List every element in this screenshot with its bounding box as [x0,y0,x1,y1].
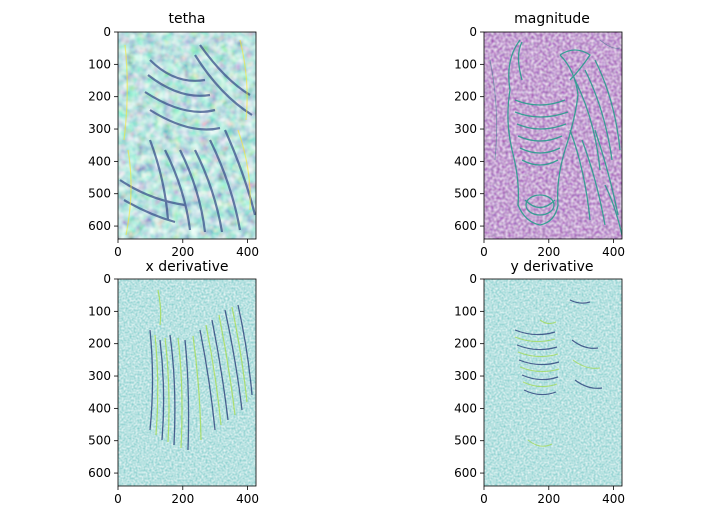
magnitude-xtick-label: 400 [602,245,625,259]
y-derivative-ytick-label: 500 [454,434,477,448]
y-derivative-ytick-label: 600 [454,466,477,480]
magnitude-ytick-label: 0 [469,25,477,39]
tetha-ytick-label: 0 [103,25,111,39]
magnitude-ytick-label: 200 [454,90,477,104]
title-y-derivative: y derivative [510,259,593,275]
tetha-ytick-label: 500 [88,187,111,201]
panel-y-derivative [483,278,623,487]
tetha-xtick-label: 200 [171,245,194,259]
image-magnitude [484,32,622,239]
tetha-ytick-label: 600 [88,219,111,233]
tetha-xtick-label: 400 [236,245,259,259]
magnitude-ytick-label: 600 [454,219,477,233]
magnitude-ytick-label: 400 [454,154,477,168]
image-y-derivative [484,279,622,486]
tetha-stripes [119,44,256,233]
magnitude-xtick-label: 0 [480,245,488,259]
magnitude-xtick-label: 200 [537,245,560,259]
x-derivative-ytick-label: 600 [88,466,111,480]
panel-x-derivative [117,278,257,487]
x-derivative-xtick-label: 0 [114,492,122,506]
x-derivative-ytick-label: 500 [88,434,111,448]
tetha-ytick-label: 200 [88,90,111,104]
panel-magnitude [483,31,623,240]
x-derivative-ytick-label: 0 [103,272,111,286]
tetha-ytick-label: 300 [88,122,111,136]
image-tetha [118,32,256,239]
magnitude-ytick-label: 300 [454,122,477,136]
tetha-ytick-label: 400 [88,154,111,168]
y-derivative-ytick-label: 400 [454,401,477,415]
tetha-xtick-label: 0 [114,245,122,259]
title-magnitude: magnitude [514,11,590,27]
magnitude-edges [507,39,622,236]
image-x-derivative [118,279,256,486]
y-derivative-xtick-label: 200 [537,492,560,506]
x-derivative-ytick-label: 300 [88,369,111,383]
tetha-ytick-label: 100 [88,57,111,71]
y-derivative-ytick-label: 300 [454,369,477,383]
y-derivative-edges-dark [514,299,603,396]
x-derivative-ytick-label: 200 [88,337,111,351]
y-derivative-xtick-label: 0 [480,492,488,506]
y-derivative-ytick-label: 100 [454,304,477,318]
magnitude-ytick-label: 100 [454,57,477,71]
x-derivative-edges-dark [149,304,253,451]
x-derivative-xtick-label: 400 [236,492,259,506]
y-derivative-ytick-label: 0 [469,272,477,286]
x-derivative-xtick-label: 200 [171,492,194,506]
title-x-derivative: x derivative [145,259,228,275]
y-derivative-ytick-label: 200 [454,337,477,351]
title-tetha: tetha [168,11,205,27]
y-derivative-xtick-label: 400 [602,492,625,506]
x-derivative-ytick-label: 100 [88,304,111,318]
magnitude-ytick-label: 500 [454,187,477,201]
x-derivative-ytick-label: 400 [88,401,111,415]
panel-tetha [117,31,257,240]
